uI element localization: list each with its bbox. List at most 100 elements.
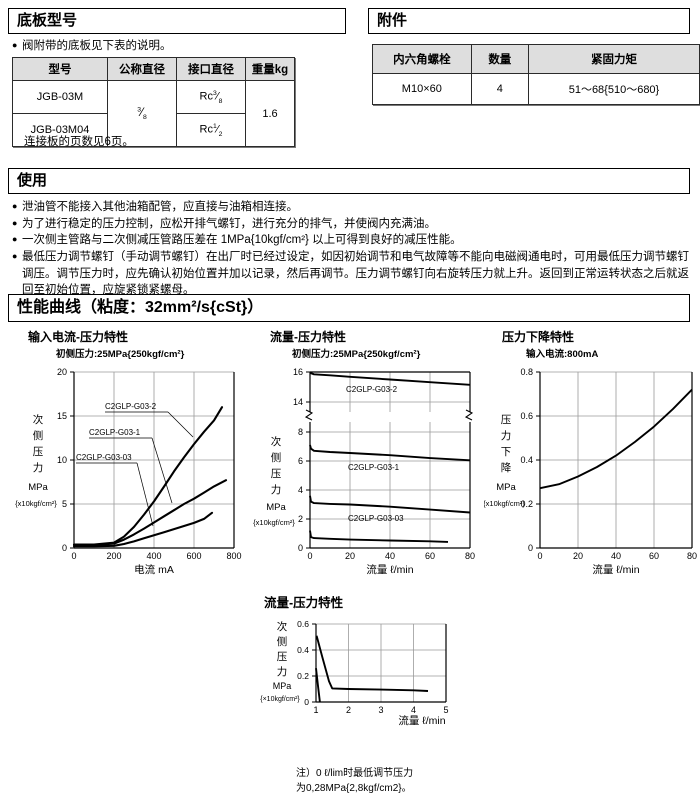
svg-text:0.2: 0.2 — [297, 671, 309, 681]
svg-text:40: 40 — [385, 551, 395, 561]
section-title-base-plate-text: 底板型号 — [17, 12, 78, 29]
svg-text:14: 14 — [293, 397, 303, 407]
section-title-accessory: 附件 — [368, 8, 690, 34]
svg-text:0.2: 0.2 — [520, 499, 533, 509]
svg-text:40: 40 — [611, 551, 621, 561]
svg-text:力: 力 — [271, 483, 282, 496]
svg-text:MPa: MPa — [28, 482, 48, 493]
chart-title: 输入电流-压力特性 — [28, 330, 128, 344]
series-flow-low-2 — [315, 668, 321, 703]
chart-flow-pressure-low: 流量-压力特性 0.6 0.4 — [236, 592, 466, 726]
chart-flow-pressure: 流量-压力特性 初侧压力:25MPa{250kgf/cm²} — [250, 328, 490, 578]
svg-text:0: 0 — [71, 551, 76, 561]
chart-subtitle: 初侧压力:25MPa{250kgf/cm²} — [56, 349, 185, 360]
svg-text:{x10kgf/cm²}: {x10kgf/cm²} — [15, 499, 57, 508]
svg-text:降: 降 — [501, 461, 512, 474]
col-model: 型号 — [12, 57, 108, 81]
svg-text:次: 次 — [277, 620, 288, 633]
nominal-num: 3 — [137, 106, 141, 114]
svg-text:0.8: 0.8 — [520, 367, 533, 377]
svg-text:4: 4 — [411, 705, 416, 715]
curve-label-g03-1: C2GLP-G03-1 — [89, 428, 141, 437]
svg-text:MPa: MPa — [496, 482, 516, 493]
svg-text:{×10kgf/cm²}: {×10kgf/cm²} — [260, 696, 300, 703]
svg-text:压: 压 — [277, 651, 288, 663]
section-title-performance-text: 性能曲线（粘度：32mm²/s{cSt}） — [17, 299, 264, 316]
svg-text:MPa: MPa — [266, 502, 286, 513]
list-item: ● 为了进行稳定的压力控制，应松开排气螺钉，进行充分的排气，并使阀内充满油。 — [10, 216, 690, 233]
svg-text:15: 15 — [57, 411, 67, 421]
svg-text:2: 2 — [298, 514, 303, 524]
svg-text:16: 16 — [293, 367, 303, 377]
base-plate-bullet: ● 阀附带的底板见下表的说明。 — [10, 38, 342, 55]
series-c2glp-g03-1 — [309, 444, 471, 462]
svg-text:80: 80 — [687, 551, 697, 561]
cell-port-dia-1: Rc3⁄8 — [176, 80, 246, 114]
cell-model-1: JGB-03M — [12, 80, 108, 114]
svg-text:次: 次 — [33, 413, 44, 426]
cell-nominal-dia: 3⁄8 — [107, 80, 177, 147]
port-num-2: 1 — [213, 122, 217, 130]
series-c2glp-g03-2 — [72, 406, 224, 546]
svg-text:0.6: 0.6 — [520, 411, 533, 421]
chart-3-xlabel: 流量 ℓ/min — [592, 563, 639, 575]
svg-text:{x10kgf/cm²}: {x10kgf/cm²} — [253, 518, 295, 527]
chart-title: 压力下降特性 — [502, 330, 575, 344]
base-plate-footnote: 连接板的页数见6页。 — [24, 133, 134, 149]
col-port-dia: 接口直径 — [176, 57, 246, 81]
base-plate-table: 型号 公称直径 接口直径 重量kg JGB-03M 3⁄8 Rc3⁄8 1.6 — [12, 57, 295, 147]
svg-text:{x10kgf/cm²}: {x10kgf/cm²} — [484, 499, 525, 508]
base-plate-footnote-text: 连接板的页数见6页。 — [24, 136, 134, 148]
chart-2-svg: 16 14 8 6 4 2 0 0 20 40 60 80 C2GLP-G03-2 C2G… — [253, 367, 475, 575]
col-qty: 数量 — [470, 44, 529, 74]
table-header-row: 内六角螺栓 数量 紧固力矩 — [372, 44, 700, 74]
series-pressure-drop — [539, 388, 693, 490]
list-item: ● 一次侧主管路与二次侧减压管路压差在 1MPa{10kgf/cm²} 以上可得… — [10, 232, 690, 249]
svg-text:0.4: 0.4 — [297, 645, 309, 655]
bullet-dot-icon: ● — [12, 201, 18, 211]
chart-3-svg: 0.8 0.6 0.4 0.2 0 0 20 40 60 80 压力 下降 MPa {x… — [484, 367, 697, 575]
svg-text:压: 压 — [271, 468, 282, 480]
port-num-1: 3 — [213, 89, 217, 97]
section-title-accessory-text: 附件 — [377, 12, 408, 29]
series-lowest — [309, 530, 449, 543]
svg-text:力: 力 — [501, 429, 512, 442]
series-c2glp-g03-1 — [72, 479, 228, 546]
base-plate-table-wrap: 型号 公称直径 接口直径 重量kg JGB-03M 3⁄8 Rc3⁄8 1.6 — [12, 57, 295, 147]
chart-title: 流量-压力特性 — [264, 596, 344, 610]
svg-text:20: 20 — [573, 551, 583, 561]
usage-list: ● 泄油管不能接入其他油箱配管，应直接与油箱相连接。 ● 为了进行稳定的压力控制… — [10, 199, 690, 299]
chart-2-xlabel: 流量 ℓ/min — [366, 563, 413, 575]
port-den-2: 2 — [218, 130, 223, 138]
nominal-fraction: 3⁄8 — [137, 105, 147, 122]
cell-hex-bolt: M10×60 — [372, 73, 472, 105]
table-row: M10×60 4 51～68{510～680} — [372, 73, 700, 105]
cell-torque: 51～68{510～680} — [527, 73, 700, 105]
svg-text:力: 力 — [33, 461, 44, 474]
chart-pressure-drop: 压力下降特性 输入电流:800mA — [484, 328, 700, 578]
svg-text:5: 5 — [443, 705, 448, 715]
svg-text:400: 400 — [146, 551, 161, 561]
accessory-table-wrap: 内六角螺栓 数量 紧固力矩 M10×60 4 51～68{510～680} — [372, 44, 700, 105]
chart-4-note-text: 注）0 ℓ/lim时最低调节压力 为0,28MPa{2,8kgf/cm2}。 — [296, 768, 414, 794]
series-flow-low-1 — [315, 635, 429, 692]
chart-1-svg: 20 15 10 5 0 0 200 400 600 800 — [15, 367, 241, 575]
bullet-dot-icon: ● — [12, 217, 18, 228]
section-title-usage-text: 使用 — [17, 172, 48, 189]
cell-qty: 4 — [470, 73, 529, 105]
svg-text:0: 0 — [62, 543, 67, 553]
svg-text:力: 力 — [277, 665, 288, 678]
col-torque: 紧固力矩 — [527, 44, 700, 74]
table-header-row: 型号 公称直径 接口直径 重量kg — [12, 57, 295, 81]
svg-text:4: 4 — [298, 485, 303, 495]
bullet-dot-icon: ● — [12, 234, 18, 245]
curve-label-g03-03: C2GLP-G03-03 — [76, 453, 132, 462]
svg-text:800: 800 — [226, 551, 241, 561]
svg-text:侧: 侧 — [33, 429, 44, 442]
usage-item-2: 为了进行稳定的压力控制，应松开排气螺钉，进行充分的排气，并使阀内充满油。 — [22, 217, 436, 230]
chart-subtitle: 初侧压力:25MPa{250kgf/cm²} — [292, 349, 421, 360]
svg-text:0: 0 — [537, 551, 542, 561]
svg-text:0: 0 — [298, 543, 303, 553]
chart-1-xlabel: 电流 mA — [134, 563, 174, 575]
